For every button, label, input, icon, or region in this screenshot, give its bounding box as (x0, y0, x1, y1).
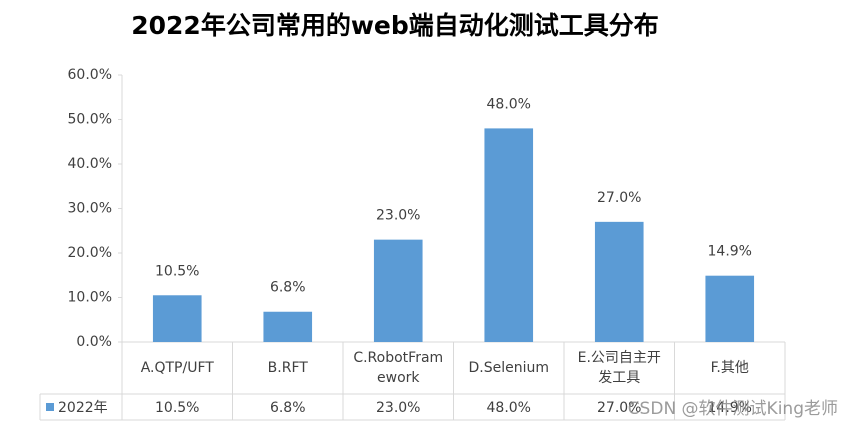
bar (484, 128, 534, 342)
x-tick-label: D.Selenium (468, 360, 549, 376)
table-value: 6.8% (270, 400, 306, 416)
legend-key (46, 403, 54, 411)
x-tick-label-box: D.Selenium (468, 360, 549, 376)
y-tick-label: 20.0% (68, 245, 112, 261)
y-tick-label: 40.0% (68, 156, 112, 172)
y-tick-label: 0.0% (76, 334, 112, 350)
x-tick-label-box: E.公司自主开发工具 (577, 350, 661, 386)
data-label: 10.5% (155, 263, 199, 279)
chart-title: 2022年公司常用的web端自动化测试工具分布 (131, 11, 659, 40)
table-value: 23.0% (376, 400, 420, 416)
data-label: 23.0% (376, 208, 420, 224)
bar (263, 311, 313, 342)
table-value: 27.0% (597, 400, 641, 416)
bar (373, 239, 423, 342)
table-value: 10.5% (155, 400, 199, 416)
legend-label: 2022年 (58, 400, 108, 416)
bar (594, 221, 644, 342)
x-tick-label-box: A.QTP/UFT (140, 360, 214, 376)
table-value: 48.0% (487, 400, 531, 416)
data-label: 48.0% (487, 96, 531, 112)
x-tick-label: E.公司自主开发工具 (577, 350, 661, 386)
x-tick-label: B.RFT (267, 360, 308, 376)
x-tick-label: A.QTP/UFT (140, 360, 214, 376)
y-tick-label: 50.0% (68, 112, 112, 128)
table-value: 14.9% (708, 400, 752, 416)
bar (705, 275, 755, 342)
data-label: 27.0% (597, 190, 641, 206)
data-label: 6.8% (270, 280, 306, 296)
y-tick-label: 60.0% (68, 67, 112, 83)
watermark: CSDN @软件测试King老师 (628, 399, 838, 419)
x-tick-label-box: C.RobotFramework (353, 350, 444, 386)
y-tick-label: 10.0% (68, 290, 112, 306)
x-tick-label: F.其他 (710, 360, 749, 376)
x-tick-label-box: F.其他 (710, 360, 749, 376)
x-tick-label: C.RobotFramework (353, 350, 444, 386)
x-tick-label-box: B.RFT (267, 360, 308, 376)
bar (152, 295, 202, 342)
data-label: 14.9% (708, 244, 752, 260)
y-tick-label: 30.0% (68, 201, 112, 217)
